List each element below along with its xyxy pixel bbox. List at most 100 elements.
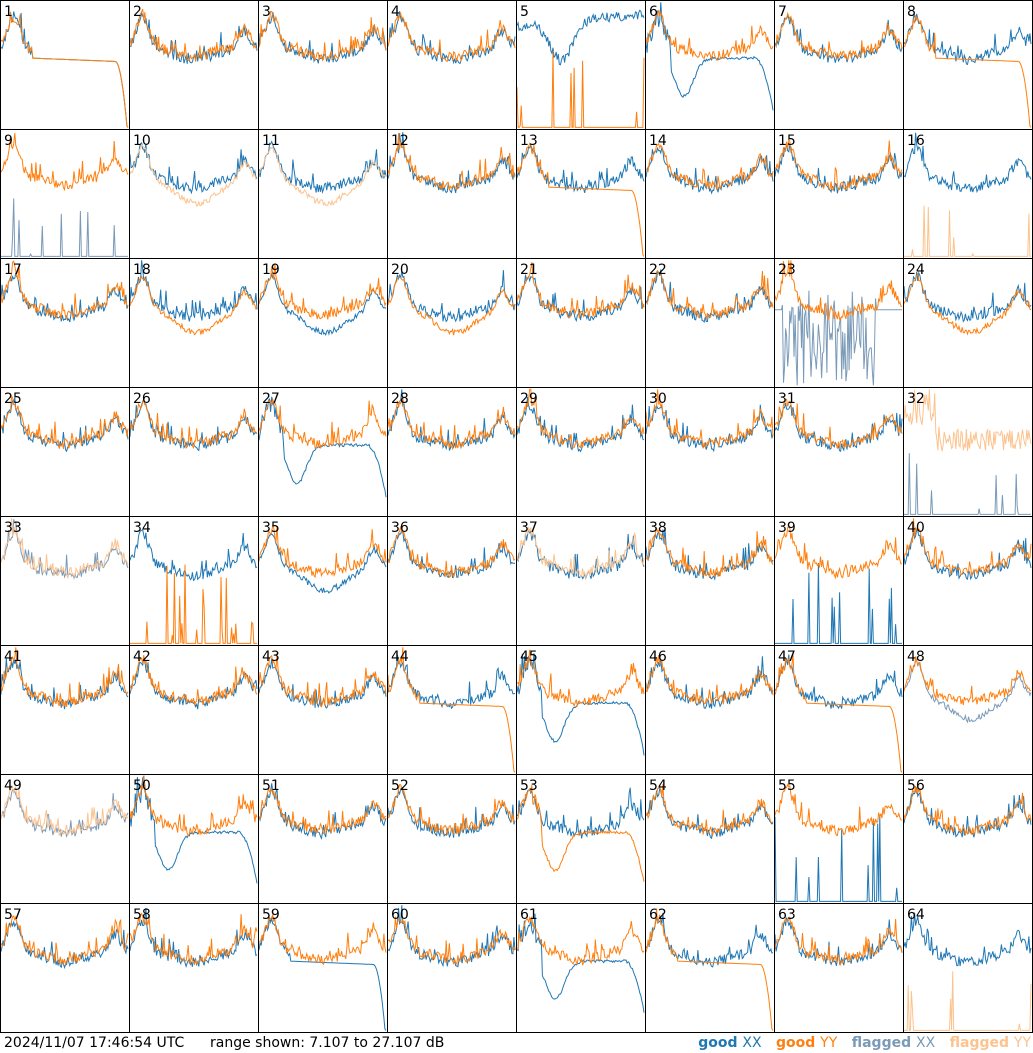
panel-20-yy-line <box>387 276 516 336</box>
panel-40-label: 40 <box>907 520 925 536</box>
panel-59-yy-line <box>258 912 387 966</box>
panel-45-xx-line <box>516 653 645 756</box>
panel-32-yy-line <box>903 389 1032 452</box>
panel-17-yy-line <box>0 260 129 321</box>
panel-62-label: 62 <box>649 907 667 923</box>
panel-39: 39 <box>774 516 904 646</box>
panel-6-frame <box>645 0 775 130</box>
panel-35-label: 35 <box>262 520 280 536</box>
panel-61: 61 <box>516 903 646 1033</box>
panel-27: 27 <box>258 387 388 517</box>
panel-56: 56 <box>903 774 1033 904</box>
panel-16-yy-line <box>904 205 1031 257</box>
panel-6: 6 <box>645 0 775 130</box>
panel-45-yy-line <box>516 649 645 708</box>
panel-39-label: 39 <box>778 520 796 536</box>
panel-5: 5 <box>516 0 646 130</box>
legend-flagged-yy-pol: YY <box>1013 1035 1031 1051</box>
panel-11-label: 11 <box>262 133 280 149</box>
panel-3: 3 <box>258 0 388 130</box>
panel-22: 22 <box>645 258 775 388</box>
panel-5-label: 5 <box>520 4 529 20</box>
panel-17-label: 17 <box>4 262 22 278</box>
panel-50-yy-line <box>129 776 258 837</box>
panel-45: 45 <box>516 645 646 775</box>
panel-50: 50 <box>129 774 259 904</box>
panel-59-label: 59 <box>262 907 280 923</box>
panel-6-label: 6 <box>649 4 658 20</box>
panel-55-label: 55 <box>778 778 796 794</box>
panel-16-xx-line <box>903 132 1032 194</box>
panel-33-xx-line <box>0 519 129 580</box>
panel-23-label: 23 <box>778 262 796 278</box>
panel-36: 36 <box>387 516 517 646</box>
panel-10: 10 <box>129 129 259 259</box>
panel-24-xx-line <box>903 271 1032 323</box>
panel-19: 19 <box>258 258 388 388</box>
panel-43-label: 43 <box>262 649 280 665</box>
panel-46: 46 <box>645 645 775 775</box>
panel-47-xx-line <box>774 654 903 710</box>
panel-1: 1 <box>0 0 130 130</box>
panel-21-yy-line <box>516 262 645 319</box>
panel-47-label: 47 <box>778 649 796 665</box>
legend-flagged-yy: flagged YY <box>950 1034 1031 1053</box>
panel-5-xx-line <box>516 9 645 66</box>
panel-35-xx-line <box>258 533 387 594</box>
legend-flagged-xx-pol: XX <box>915 1035 936 1051</box>
panel-24: 24 <box>903 258 1033 388</box>
panel-3-label: 3 <box>262 4 271 20</box>
panel-58-label: 58 <box>133 907 151 923</box>
panel-2: 2 <box>129 0 259 130</box>
panel-18-label: 18 <box>133 262 151 278</box>
panel-64-xx-line <box>903 912 1032 967</box>
panel-51-label: 51 <box>262 778 280 794</box>
panel-62-xx-line <box>645 912 774 968</box>
panel-15-yy-line <box>775 138 903 191</box>
panel-55-yy-line <box>774 783 903 836</box>
panel-52-label: 52 <box>391 778 409 794</box>
panel-53-yy-line <box>516 785 645 882</box>
panel-12-yy-line <box>387 132 516 191</box>
panel-4-frame <box>387 0 517 130</box>
panel-14-yy-line <box>645 142 774 191</box>
panel-58-xx-line <box>129 907 258 969</box>
panel-38-label: 38 <box>649 520 667 536</box>
panel-33-yy-line <box>0 518 129 579</box>
panel-40-yy-line <box>903 518 1032 577</box>
panel-51-yy-line <box>258 787 387 835</box>
panel-10-xx-line <box>129 141 258 195</box>
panel-32-xx-line <box>904 453 1031 515</box>
panel-4-label: 4 <box>391 4 400 20</box>
panel-14: 14 <box>645 129 775 259</box>
panel-50-label: 50 <box>133 778 151 794</box>
panel-1-xx-line <box>0 11 129 128</box>
panel-23-xx-line <box>775 290 902 386</box>
panel-60: 60 <box>387 903 517 1033</box>
panel-19-yy-line <box>258 263 387 320</box>
panel-56-xx-line <box>903 787 1032 838</box>
panel-48-xx-line <box>903 659 1032 724</box>
legend-good-xx-state: good <box>698 1035 738 1051</box>
panel-5-frame <box>516 0 646 130</box>
panel-53: 53 <box>516 774 646 904</box>
panel-29-label: 29 <box>520 391 538 407</box>
panel-54: 54 <box>645 774 775 904</box>
panel-42: 42 <box>129 645 259 775</box>
panel-21-label: 21 <box>520 262 538 278</box>
panel-16-label: 16 <box>907 133 925 149</box>
panel-58-yy-line <box>129 912 258 966</box>
panel-53-label: 53 <box>520 778 538 794</box>
panel-28: 28 <box>387 387 517 517</box>
panel-2-label: 2 <box>133 4 142 20</box>
panel-55: 55 <box>774 774 904 904</box>
panel-43-yy-line <box>258 652 387 708</box>
panel-26: 26 <box>129 387 259 517</box>
panel-1-label: 1 <box>4 4 13 20</box>
panel-64: 64 <box>903 903 1033 1033</box>
panel-31-xx-line <box>774 402 903 452</box>
panel-41-yy-line <box>0 647 129 707</box>
panel-36-yy-line <box>387 526 516 579</box>
panel-19-xx-line <box>258 272 387 336</box>
